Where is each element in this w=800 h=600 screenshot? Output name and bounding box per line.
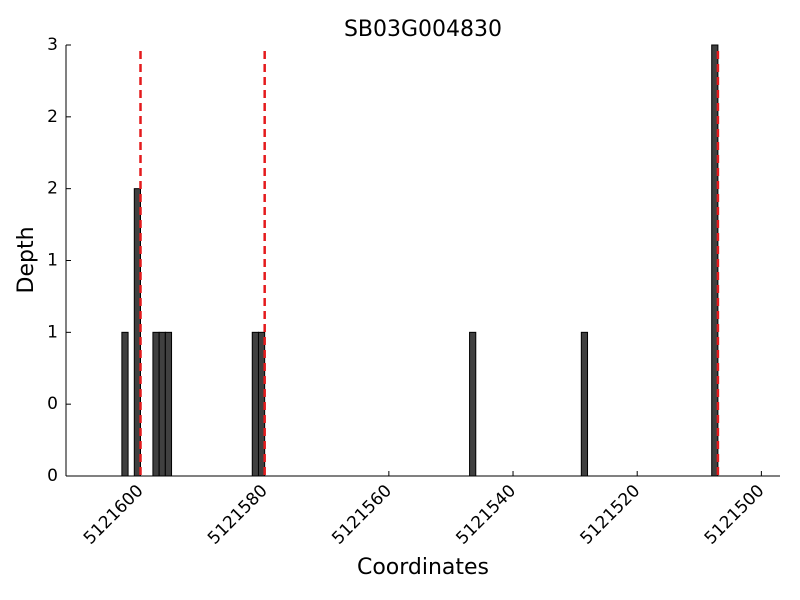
y-tick-label: 0 xyxy=(47,466,58,486)
y-tick-label: 0 xyxy=(47,394,58,414)
bar xyxy=(469,331,477,477)
bar xyxy=(164,331,173,477)
x-tick-label: 5121560 xyxy=(328,481,396,549)
y-tick-label: 3 xyxy=(47,35,58,55)
y-tick-label: 1 xyxy=(47,251,58,271)
y-tick-label: 2 xyxy=(47,107,58,127)
x-tick-label: 5121520 xyxy=(577,481,645,549)
x-tick-label: 5121600 xyxy=(80,481,148,549)
y-tick-label: 1 xyxy=(47,322,58,342)
bar xyxy=(121,331,129,477)
x-tick-label: 5121540 xyxy=(452,481,520,549)
x-tick-label: 5121500 xyxy=(701,481,769,549)
bar xyxy=(251,331,259,477)
x-axis-label: Coordinates xyxy=(357,555,489,580)
bar xyxy=(580,331,589,477)
y-tick-label: 2 xyxy=(47,179,58,199)
bar xyxy=(152,331,160,477)
bar xyxy=(158,331,166,477)
x-tick-label: 5121580 xyxy=(204,481,272,549)
bar xyxy=(133,188,142,477)
chart-title: SB03G004830 xyxy=(344,17,502,42)
y-axis-label: Depth xyxy=(14,226,39,293)
